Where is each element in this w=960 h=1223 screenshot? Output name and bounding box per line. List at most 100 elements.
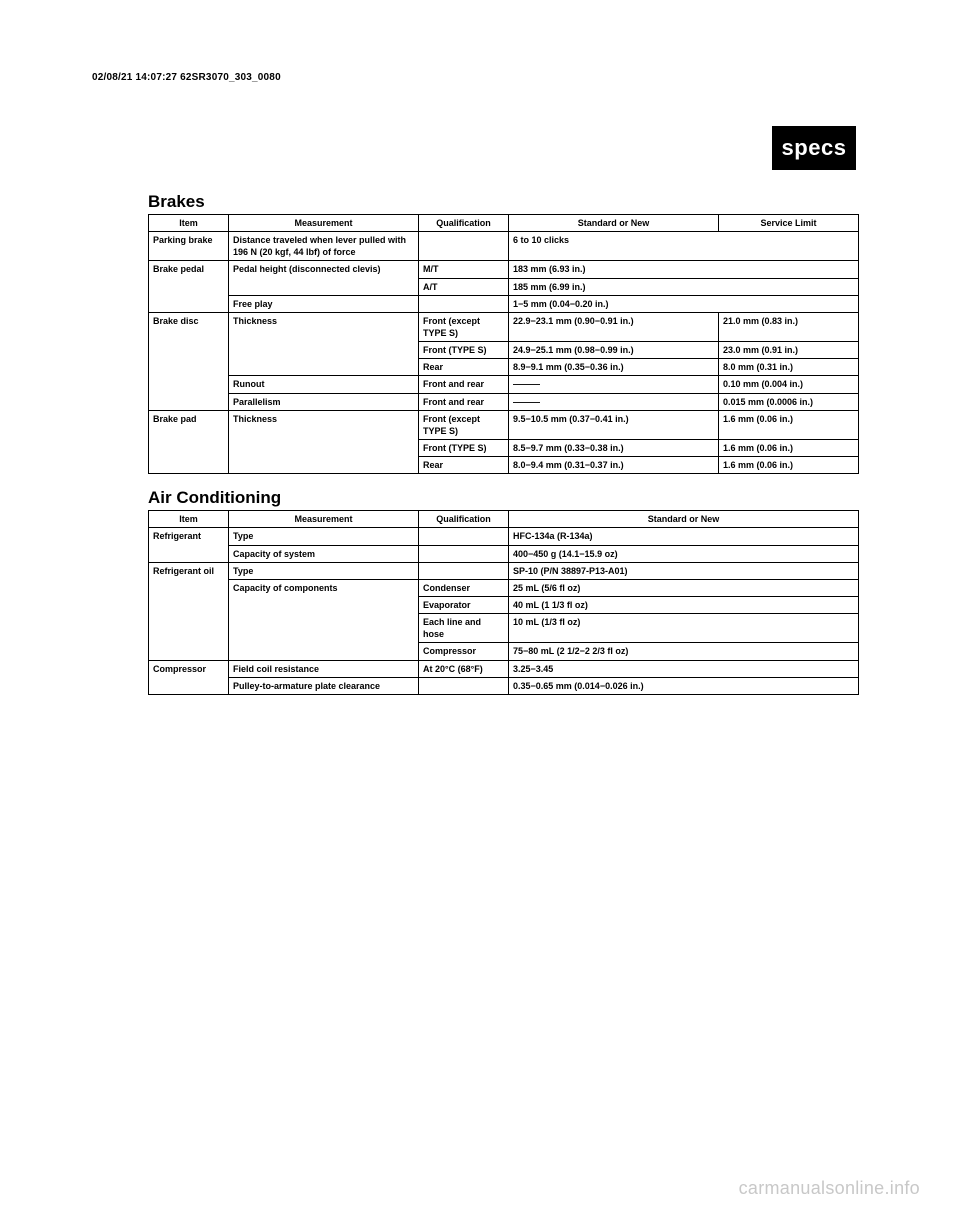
cell: Rear — [419, 359, 509, 376]
cell: Thickness — [229, 312, 419, 376]
ac-table: Item Measurement Qualification Standard … — [148, 510, 859, 695]
col-item: Item — [149, 511, 229, 528]
cell: Evaporator — [419, 596, 509, 613]
cell: 8.5−9.7 mm (0.33−0.38 in.) — [509, 439, 719, 456]
cell — [419, 545, 509, 562]
col-measurement: Measurement — [229, 511, 419, 528]
cell: 25 mL (5/6 fl oz) — [509, 579, 859, 596]
cell: 21.0 mm (0.83 in.) — [719, 312, 859, 341]
cell: Runout — [229, 376, 419, 393]
cell: Capacity of system — [229, 545, 419, 562]
cell: Front (except TYPE S) — [419, 410, 509, 439]
cell: 10 mL (1/3 fl oz) — [509, 614, 859, 643]
cell: 23.0 mm (0.91 in.) — [719, 342, 859, 359]
table-row: Parking brake Distance traveled when lev… — [149, 232, 859, 261]
cell: M/T — [419, 261, 509, 278]
cell: Thickness — [229, 410, 419, 474]
cell — [419, 528, 509, 545]
col-qualification: Qualification — [419, 511, 509, 528]
cell: Parallelism — [229, 393, 419, 410]
cell: 40 mL (1 1/3 fl oz) — [509, 596, 859, 613]
cell: 0.35−0.65 mm (0.014−0.026 in.) — [509, 677, 859, 694]
cell: At 20°C (68°F) — [419, 660, 509, 677]
cell: Rear — [419, 457, 509, 474]
cell: Free play — [229, 295, 419, 312]
cell: 8.9−9.1 mm (0.35−0.36 in.) — [509, 359, 719, 376]
specs-badge: specs — [772, 126, 856, 170]
cell: ——— — [509, 376, 719, 393]
header-stamp: 02/08/21 14:07:27 62SR3070_303_0080 — [92, 72, 281, 83]
table-row: Compressor Field coil resistance At 20°C… — [149, 660, 859, 677]
cell: 8.0 mm (0.31 in.) — [719, 359, 859, 376]
cell: Brake disc — [149, 312, 229, 410]
table-row: Parallelism Front and rear ——— 0.015 mm … — [149, 393, 859, 410]
cell: HFC-134a (R-134a) — [509, 528, 859, 545]
content-area: Brakes Item Measurement Qualification St… — [148, 192, 858, 695]
cell — [419, 562, 509, 579]
table-row: Pulley-to-armature plate clearance 0.35−… — [149, 677, 859, 694]
cell: Front (TYPE S) — [419, 342, 509, 359]
cell: 0.10 mm (0.004 in.) — [719, 376, 859, 393]
table-header-row: Item Measurement Qualification Standard … — [149, 215, 859, 232]
ac-title: Air Conditioning — [148, 488, 858, 508]
watermark: carmanualsonline.info — [739, 1178, 920, 1199]
cell: 6 to 10 clicks — [509, 232, 859, 261]
cell: 24.9−25.1 mm (0.98−0.99 in.) — [509, 342, 719, 359]
col-std: Standard or New — [509, 511, 859, 528]
brakes-table: Item Measurement Qualification Standard … — [148, 214, 859, 474]
cell: 1.6 mm (0.06 in.) — [719, 457, 859, 474]
col-qualification: Qualification — [419, 215, 509, 232]
cell: 9.5−10.5 mm (0.37−0.41 in.) — [509, 410, 719, 439]
cell: Parking brake — [149, 232, 229, 261]
col-item: Item — [149, 215, 229, 232]
cell: 0.015 mm (0.0006 in.) — [719, 393, 859, 410]
cell: Type — [229, 528, 419, 545]
cell — [419, 677, 509, 694]
table-row: Capacity of system 400−450 g (14.1−15.9 … — [149, 545, 859, 562]
cell — [419, 232, 509, 261]
cell: Condenser — [419, 579, 509, 596]
cell: Pulley-to-armature plate clearance — [229, 677, 419, 694]
table-header-row: Item Measurement Qualification Standard … — [149, 511, 859, 528]
cell: 3.25−3.45 — [509, 660, 859, 677]
col-measurement: Measurement — [229, 215, 419, 232]
cell: A/T — [419, 278, 509, 295]
table-row: Brake pedal Pedal height (disconnected c… — [149, 261, 859, 278]
cell: 1−5 mm (0.04−0.20 in.) — [509, 295, 859, 312]
cell: 183 mm (6.93 in.) — [509, 261, 859, 278]
table-row: Capacity of components Condenser 25 mL (… — [149, 579, 859, 596]
cell: 8.0−9.4 mm (0.31−0.37 in.) — [509, 457, 719, 474]
table-row: Free play 1−5 mm (0.04−0.20 in.) — [149, 295, 859, 312]
cell: ——— — [509, 393, 719, 410]
cell: Brake pedal — [149, 261, 229, 312]
cell: SP-10 (P/N 38897-P13-A01) — [509, 562, 859, 579]
cell: 1.6 mm (0.06 in.) — [719, 439, 859, 456]
col-std: Standard or New — [509, 215, 719, 232]
cell: 1.6 mm (0.06 in.) — [719, 410, 859, 439]
cell — [419, 295, 509, 312]
col-limit: Service Limit — [719, 215, 859, 232]
table-row: Brake pad Thickness Front (except TYPE S… — [149, 410, 859, 439]
cell: 75−80 mL (2 1/2−2 2/3 fl oz) — [509, 643, 859, 660]
table-row: Brake disc Thickness Front (except TYPE … — [149, 312, 859, 341]
table-row: Refrigerant Type HFC-134a (R-134a) — [149, 528, 859, 545]
cell: Pedal height (disconnected clevis) — [229, 261, 419, 295]
cell: 22.9−23.1 mm (0.90−0.91 in.) — [509, 312, 719, 341]
cell: Distance traveled when lever pulled with… — [229, 232, 419, 261]
cell: 400−450 g (14.1−15.9 oz) — [509, 545, 859, 562]
cell: Refrigerant oil — [149, 562, 229, 660]
cell: Type — [229, 562, 419, 579]
brakes-title: Brakes — [148, 192, 858, 212]
cell: Capacity of components — [229, 579, 419, 660]
cell: 185 mm (6.99 in.) — [509, 278, 859, 295]
table-row: Runout Front and rear ——— 0.10 mm (0.004… — [149, 376, 859, 393]
cell: Front (TYPE S) — [419, 439, 509, 456]
table-row: Refrigerant oil Type SP-10 (P/N 38897-P1… — [149, 562, 859, 579]
cell: Front and rear — [419, 393, 509, 410]
cell: Front (except TYPE S) — [419, 312, 509, 341]
cell: Compressor — [149, 660, 229, 694]
cell: Refrigerant — [149, 528, 229, 562]
cell: Field coil resistance — [229, 660, 419, 677]
cell: Front and rear — [419, 376, 509, 393]
cell: Compressor — [419, 643, 509, 660]
